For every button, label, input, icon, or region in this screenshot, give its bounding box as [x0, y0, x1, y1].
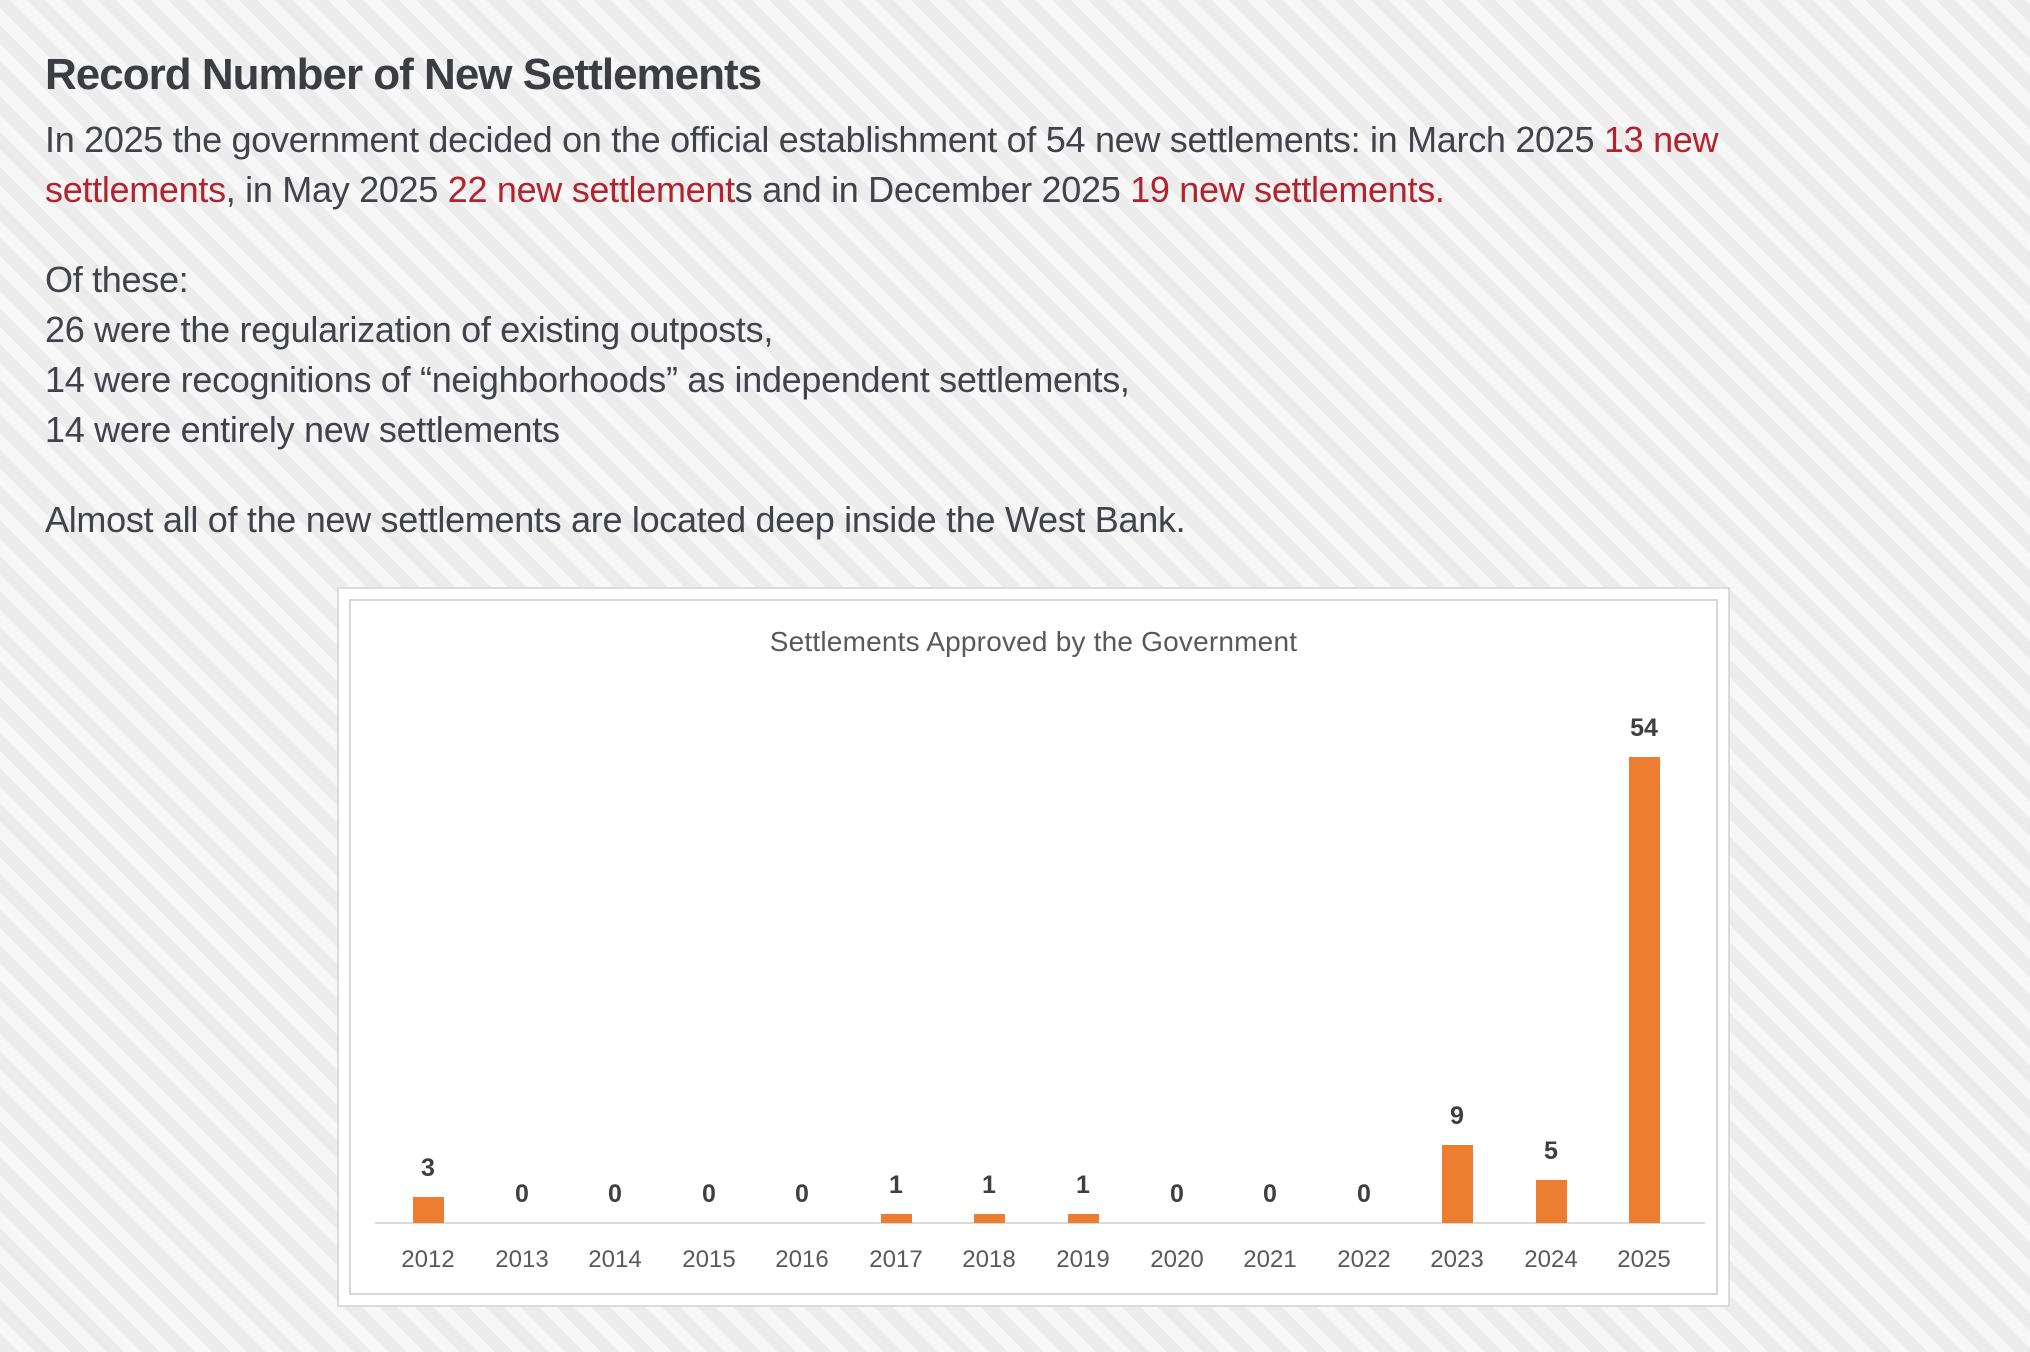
- details-line-neighborhoods: 14 were recognitions of “neighborhoods” …: [45, 359, 1130, 400]
- bar-value-label: 1: [889, 1171, 903, 1199]
- x-tick-label-2024: 2024: [1524, 1246, 1578, 1273]
- intro-text-1: In 2025 the government decided on the of…: [45, 119, 1604, 160]
- bar-column-2017: 1: [849, 1173, 943, 1223]
- x-tick-label-2012: 2012: [401, 1246, 455, 1273]
- bar-column-2019: 1: [1036, 1173, 1130, 1223]
- x-tick-label-2016: 2016: [775, 1246, 829, 1273]
- bar-column-2021: 0: [1223, 1182, 1317, 1223]
- x-tick-label-2013: 2013: [495, 1246, 549, 1273]
- bar-column-2025: 54: [1597, 716, 1691, 1223]
- bar-column-2015: 0: [662, 1182, 756, 1223]
- details-line-of-these: Of these:: [45, 259, 189, 300]
- bar-value-label: 0: [1357, 1180, 1371, 1208]
- link-19-new-settlements[interactable]: 19 new settlements.: [1130, 169, 1445, 210]
- link-22-new-settlements[interactable]: 22 new settlement: [447, 169, 735, 210]
- bar-column-2018: 1: [942, 1173, 1036, 1223]
- bar-value-label: 1: [1076, 1171, 1090, 1199]
- bar-2023: [1441, 1145, 1473, 1223]
- x-tick-label-2025: 2025: [1617, 1246, 1671, 1273]
- bar-column-2023: 9: [1410, 1104, 1504, 1223]
- x-tick-label-2018: 2018: [962, 1246, 1016, 1273]
- bar-value-label: 1: [982, 1171, 996, 1199]
- bar-column-2024: 5: [1504, 1139, 1598, 1223]
- bar-value-label: 9: [1450, 1102, 1464, 1130]
- chart-container: Settlements Approved by the Government 3…: [337, 587, 1730, 1307]
- x-tick-label-2022: 2022: [1337, 1246, 1391, 1273]
- bar-value-label: 5: [1544, 1137, 1558, 1165]
- bar-column-2014: 0: [568, 1182, 662, 1223]
- link-13-new-settlements-cont[interactable]: settlements: [45, 169, 226, 210]
- page-title: Record Number of New Settlements: [45, 50, 762, 99]
- bar-value-label: 0: [608, 1180, 622, 1208]
- x-tick-label-2021: 2021: [1243, 1246, 1297, 1273]
- bar-column-2016: 0: [755, 1182, 849, 1223]
- article: Record Number of New Settlements In 2025…: [45, 50, 2030, 1307]
- bar-value-label: 0: [1170, 1180, 1184, 1208]
- note-paragraph: Almost all of the new settlements are lo…: [45, 499, 1186, 540]
- bar-chart: Settlements Approved by the Government 3…: [349, 599, 1718, 1295]
- x-tick-label-2014: 2014: [588, 1246, 642, 1273]
- details-line-entirely-new: 14 were entirely new settlements: [45, 409, 560, 450]
- bar-column-2020: 0: [1130, 1182, 1224, 1223]
- bar-2025: [1628, 757, 1660, 1223]
- details-paragraph: Of these: 26 were the regularization of …: [45, 255, 2030, 455]
- bar-2019: [1067, 1214, 1099, 1223]
- bar-2018: [973, 1214, 1005, 1223]
- x-tick-label-2015: 2015: [682, 1246, 736, 1273]
- x-tick-label-2017: 2017: [869, 1246, 923, 1273]
- intro-text-3: s and in December 2025: [734, 169, 1131, 210]
- x-tick-label-2023: 2023: [1430, 1246, 1484, 1273]
- bar-column-2012: 3: [381, 1156, 475, 1223]
- chart-title: Settlements Approved by the Government: [769, 626, 1298, 657]
- details-line-regularization: 26 were the regularization of existing o…: [45, 309, 774, 350]
- bar-2024: [1535, 1180, 1567, 1223]
- x-axis-line: [375, 1222, 1705, 1224]
- bar-column-2013: 0: [475, 1182, 569, 1223]
- intro-paragraph: In 2025 the government decided on the of…: [45, 115, 2030, 215]
- bar-value-label: 0: [1263, 1180, 1277, 1208]
- x-tick-label-2020: 2020: [1150, 1246, 1204, 1273]
- intro-text-2: , in May 2025: [225, 169, 448, 210]
- bar-2017: [880, 1214, 912, 1223]
- bar-column-2022: 0: [1317, 1182, 1411, 1223]
- bar-value-label: 0: [795, 1180, 809, 1208]
- x-tick-label-2019: 2019: [1056, 1246, 1110, 1273]
- bar-2012: [412, 1197, 444, 1223]
- link-13-new-settlements[interactable]: 13 new: [1603, 119, 1719, 160]
- bar-value-label: 54: [1630, 714, 1658, 742]
- bar-value-label: 3: [421, 1154, 435, 1182]
- bar-value-label: 0: [702, 1180, 716, 1208]
- bar-value-label: 0: [515, 1180, 529, 1208]
